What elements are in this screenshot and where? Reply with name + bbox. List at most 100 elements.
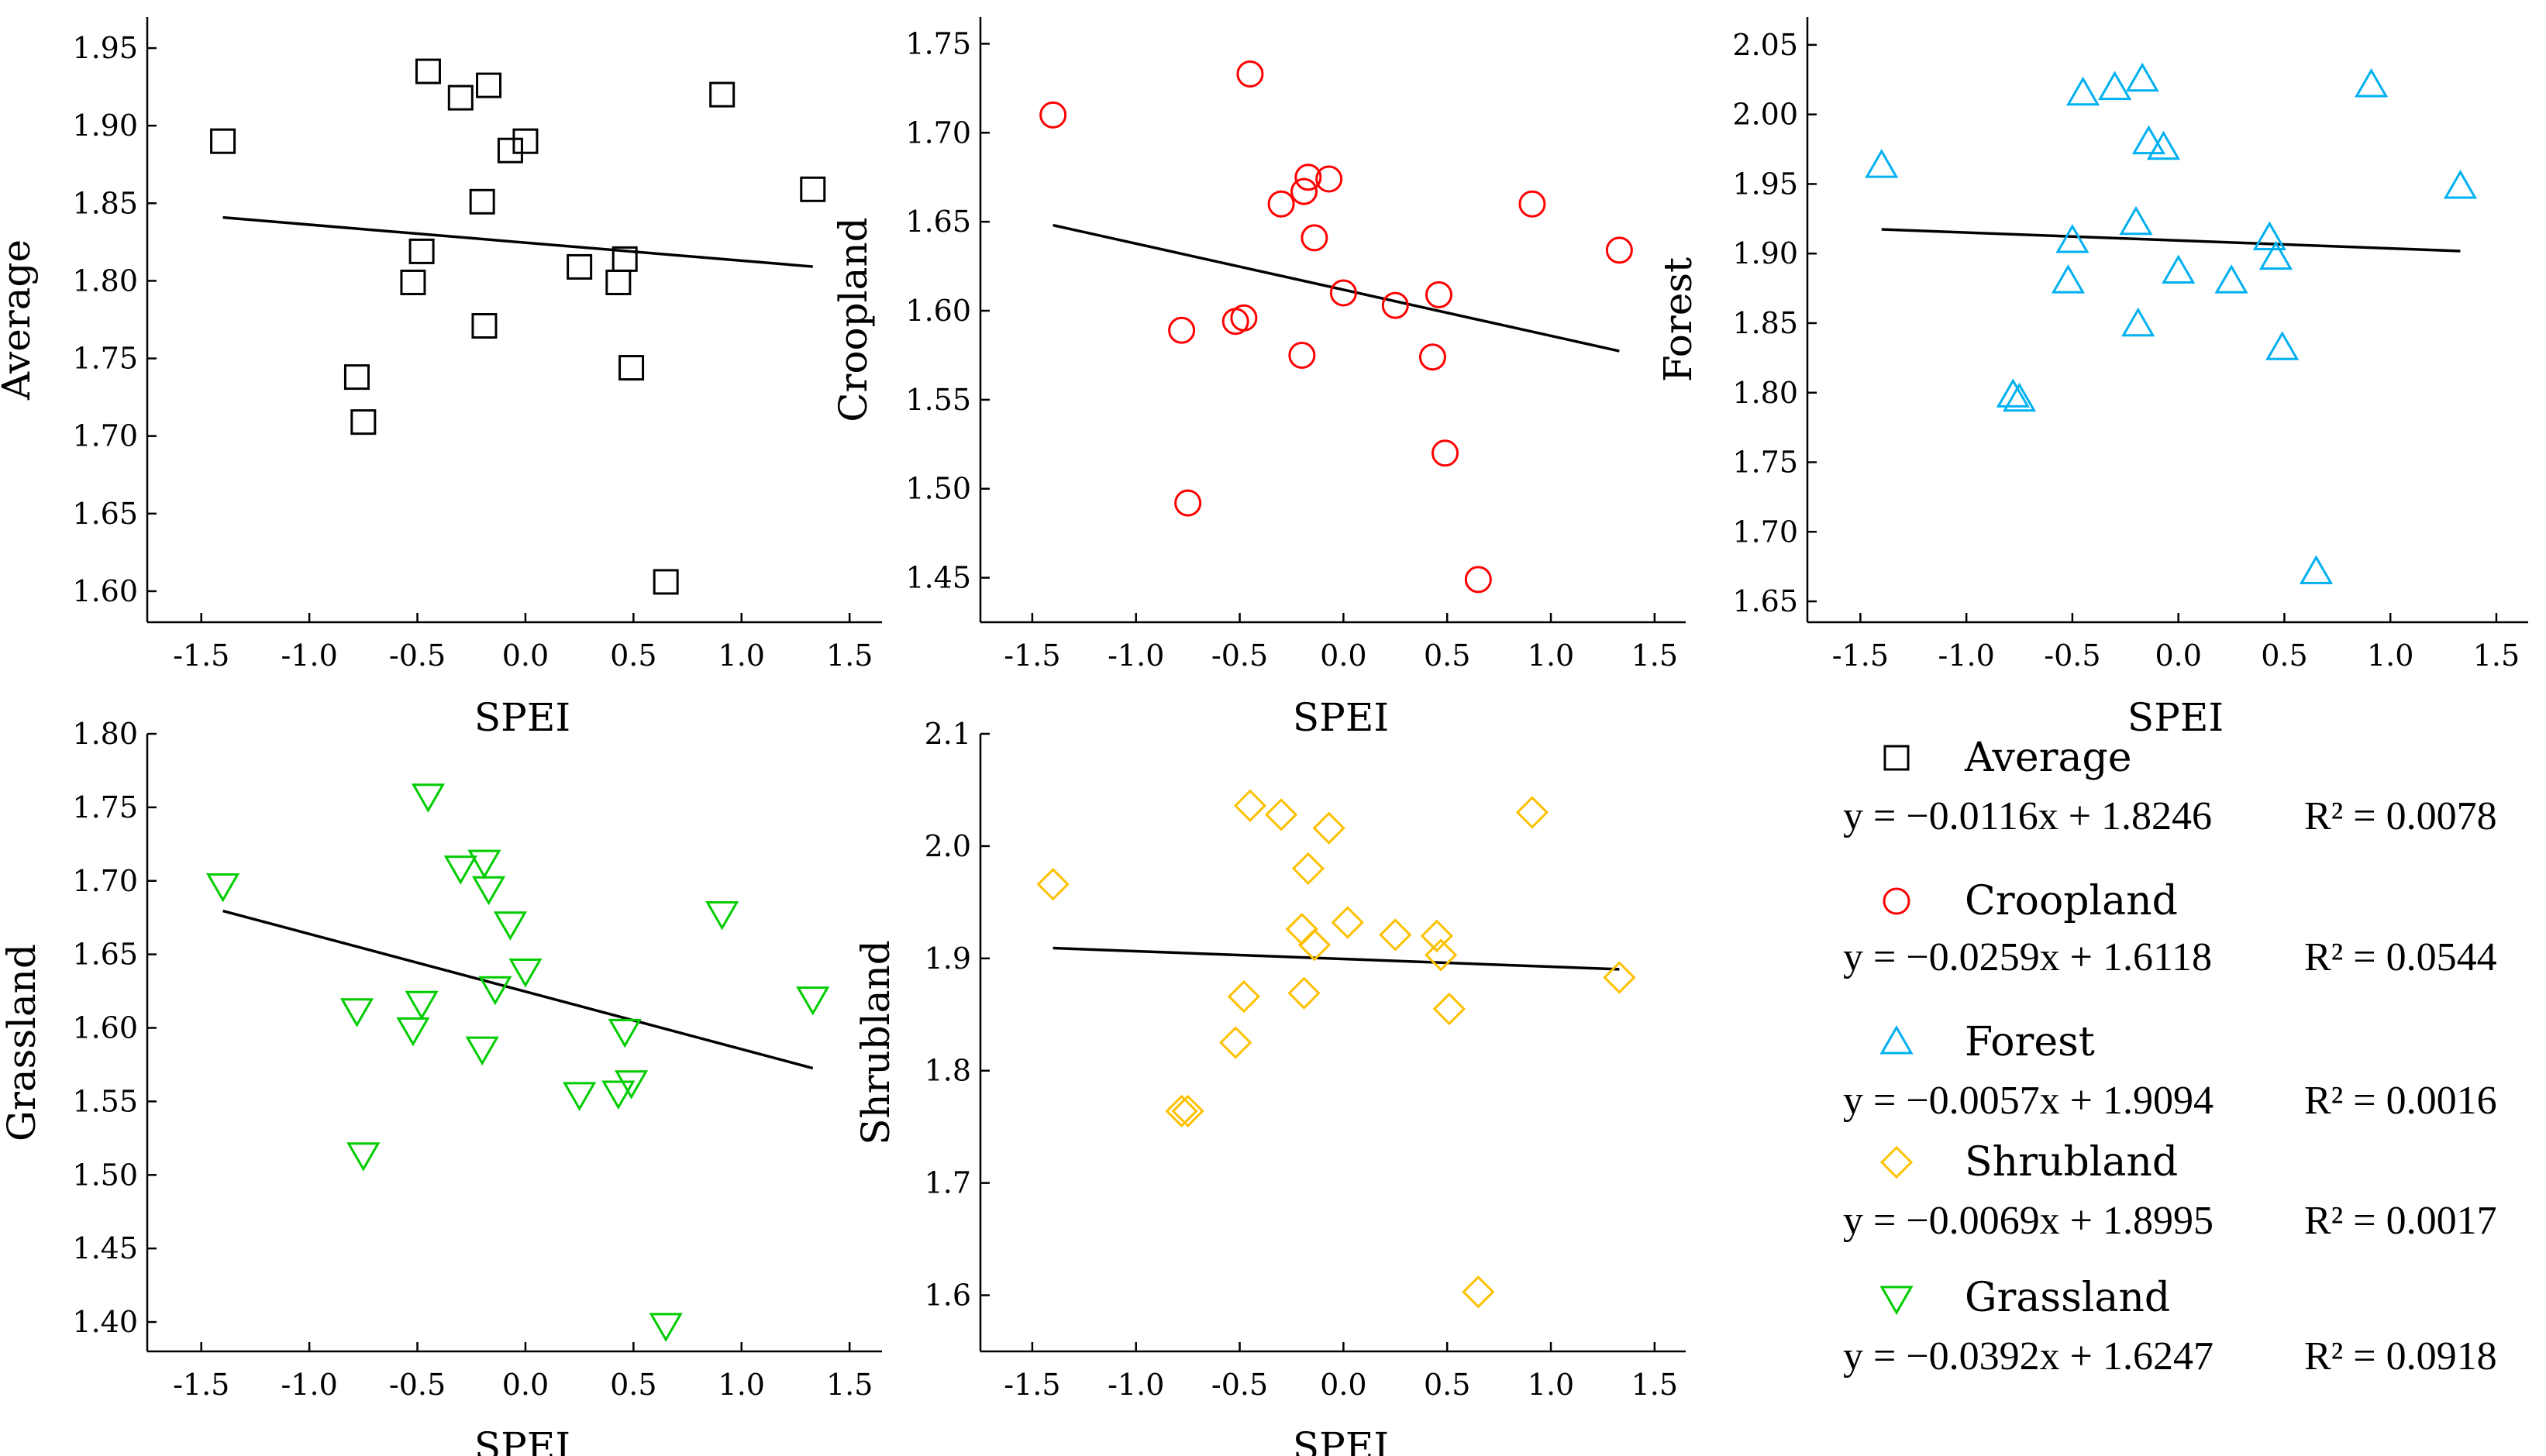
- legend-marker-forest: [1879, 1024, 1914, 1055]
- y-tick-label: 1.70: [1732, 515, 1798, 549]
- y-axis-title: Shrubland: [853, 940, 898, 1145]
- chart-forest: 1.65 1.70 1.75 1.80 1.85 1.90 1.95 2.00 2.05 -1.5…: [1655, 17, 2528, 740]
- data-point: [1515, 796, 1549, 829]
- x-tick-label: -1.5: [173, 639, 229, 673]
- data-point: [2214, 264, 2248, 294]
- data-point: [1462, 1275, 1495, 1309]
- y-tick-label: 1.95: [1732, 167, 1798, 201]
- data-point: [2354, 67, 2389, 98]
- data-point: [1425, 281, 1452, 308]
- legend-equation: y = −0.0057x + 1.9094: [1843, 1079, 2214, 1123]
- legend-label: Grassland: [1965, 1275, 2170, 1321]
- data-point: [1039, 101, 1067, 129]
- data-point: [1236, 60, 1264, 88]
- legend-label: Forest: [1965, 1019, 2095, 1065]
- y-tick-label: 1.50: [905, 472, 971, 506]
- data-point: [1301, 224, 1328, 252]
- x-tick-label: 1.0: [1528, 639, 1574, 673]
- y-tick-label: 1.9: [925, 941, 971, 976]
- data-point: [1171, 1094, 1204, 1128]
- data-point: [2051, 264, 2086, 294]
- data-point: [1605, 236, 1633, 264]
- x-tick-label: -1.5: [173, 1368, 229, 1402]
- data-point: [405, 990, 439, 1021]
- chart-average: 1.60 1.65 1.70 1.75 1.80 1.85 1.90 1.95 -1.5 -1.0…: [0, 17, 882, 740]
- legend-label: Average: [1964, 735, 2132, 781]
- data-point: [1165, 1094, 1198, 1128]
- data-point: [1312, 811, 1345, 845]
- data-point: [563, 1082, 597, 1111]
- x-tick-label: -0.5: [1211, 1368, 1268, 1402]
- legend-equation: y = −0.0392x + 1.6247: [1843, 1334, 2214, 1379]
- data-point: [2299, 555, 2334, 584]
- data-point: [411, 783, 446, 813]
- y-axis-title: Croopland: [831, 217, 876, 422]
- y-tick-label: 1.80: [1732, 376, 1798, 410]
- legend-r2: R² = 0.0544: [2304, 935, 2497, 979]
- data-point: [800, 176, 826, 202]
- data-point: [512, 128, 539, 154]
- y-tick-label: 1.95: [72, 31, 138, 65]
- legend: Average y = −0.0116x + 1.8246 R² = 0.0078 C…: [1843, 735, 2497, 1379]
- data-point: [1418, 343, 1446, 371]
- y-tick-label: 1.85: [1732, 306, 1798, 340]
- data-point: [1381, 291, 1409, 319]
- data-point: [1285, 913, 1318, 946]
- y-tick-label: 1.65: [1732, 584, 1798, 618]
- x-tick-label: -1.0: [1938, 639, 1995, 673]
- y-tick-label: 1.90: [1732, 236, 1798, 270]
- x-tick-label: 0.5: [1424, 639, 1470, 673]
- data-point: [2119, 205, 2153, 236]
- y-tick-label: 1.85: [72, 186, 138, 220]
- data-point: [1294, 163, 1322, 191]
- data-point: [400, 269, 426, 295]
- data-point: [1518, 190, 1546, 218]
- x-tick-label: 1.0: [2367, 639, 2413, 673]
- x-tick-label: 0.0: [502, 1368, 549, 1402]
- x-tick-label: -0.5: [1211, 639, 1268, 673]
- data-point: [1379, 918, 1412, 952]
- x-tick-label: -1.5: [1832, 639, 1889, 673]
- x-tick-label: -1.5: [1004, 1368, 1060, 1402]
- legend-label: Shrubland: [1965, 1139, 2178, 1186]
- data-point: [2055, 224, 2090, 253]
- y-tick-label: 1.50: [72, 1158, 138, 1192]
- data-point: [709, 81, 736, 108]
- data-point: [210, 128, 236, 154]
- data-point: [471, 876, 506, 906]
- data-point: [205, 873, 240, 903]
- data-point: [601, 1080, 636, 1110]
- x-tick-label: -0.5: [389, 1368, 446, 1402]
- x-tick-label: 1.0: [718, 1368, 765, 1402]
- data-point: [705, 901, 739, 931]
- data-point: [605, 269, 632, 295]
- legend-marker-grassland: [1879, 1286, 1914, 1316]
- data-point: [350, 409, 377, 435]
- x-tick-label: -1.5: [1004, 639, 1060, 673]
- data-point: [1267, 190, 1295, 218]
- data-point: [567, 253, 593, 280]
- data-point: [649, 1313, 683, 1342]
- data-point: [396, 1017, 430, 1047]
- y-tick-label: 1.75: [72, 342, 138, 376]
- x-axis-title: SPEI: [1293, 1424, 1389, 1456]
- legend-equation: y = −0.0069x + 1.8995: [1843, 1199, 2214, 1243]
- x-tick-label: 0.0: [1320, 1368, 1366, 1402]
- data-point: [796, 986, 830, 1016]
- y-tick-label: 1.45: [905, 561, 971, 595]
- data-point: [1425, 938, 1458, 972]
- legend-label: Croopland: [1965, 878, 2178, 924]
- data-point: [1168, 316, 1196, 344]
- y-tick-label: 1.55: [72, 1084, 138, 1118]
- data-point: [408, 238, 435, 264]
- x-tick-label: -1.0: [1108, 1368, 1164, 1402]
- data-point: [2121, 307, 2155, 337]
- x-tick-label: -0.5: [2044, 639, 2100, 673]
- y-axis-title: Forest: [1655, 257, 1700, 382]
- legend-equation: y = −0.0259x + 1.6118: [1843, 935, 2212, 979]
- data-point: [1288, 341, 1316, 369]
- data-point: [415, 58, 441, 84]
- x-tick-label: 0.5: [610, 639, 656, 673]
- data-point: [508, 959, 543, 988]
- legend-r2: R² = 0.0017: [2304, 1199, 2497, 1243]
